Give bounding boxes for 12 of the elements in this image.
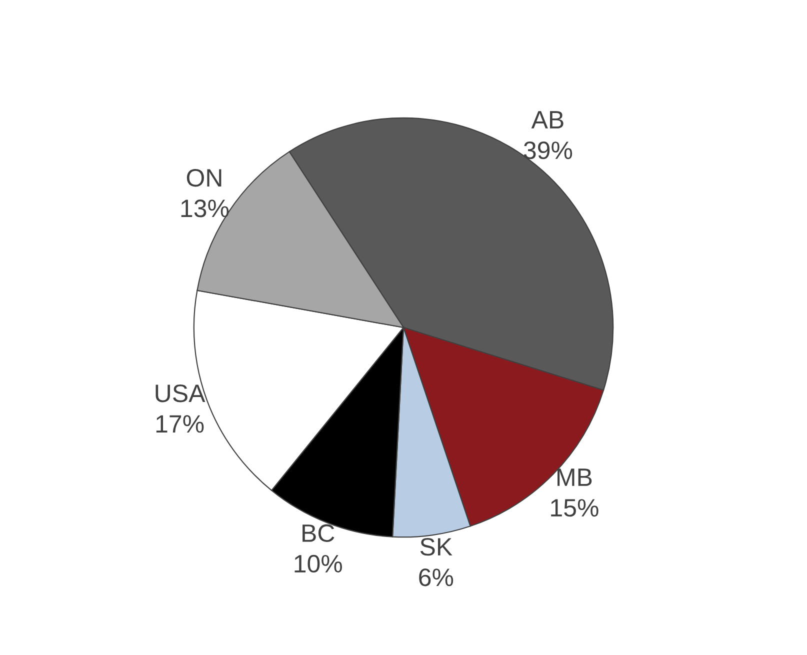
data-label: 39% xyxy=(524,141,572,160)
data-label: 17% xyxy=(156,415,204,433)
slice-label: USA xyxy=(156,384,206,402)
slice-label: AB xyxy=(531,111,564,128)
data-label: 10% xyxy=(294,554,342,573)
data-label: 15% xyxy=(551,499,598,517)
slice-label: SK xyxy=(420,538,452,556)
slice-label: MB xyxy=(558,468,592,486)
slice-label: BC xyxy=(302,524,334,542)
data-label: 6% xyxy=(419,568,454,586)
data-label: 13% xyxy=(181,200,229,218)
slice-label: ON xyxy=(186,169,222,187)
